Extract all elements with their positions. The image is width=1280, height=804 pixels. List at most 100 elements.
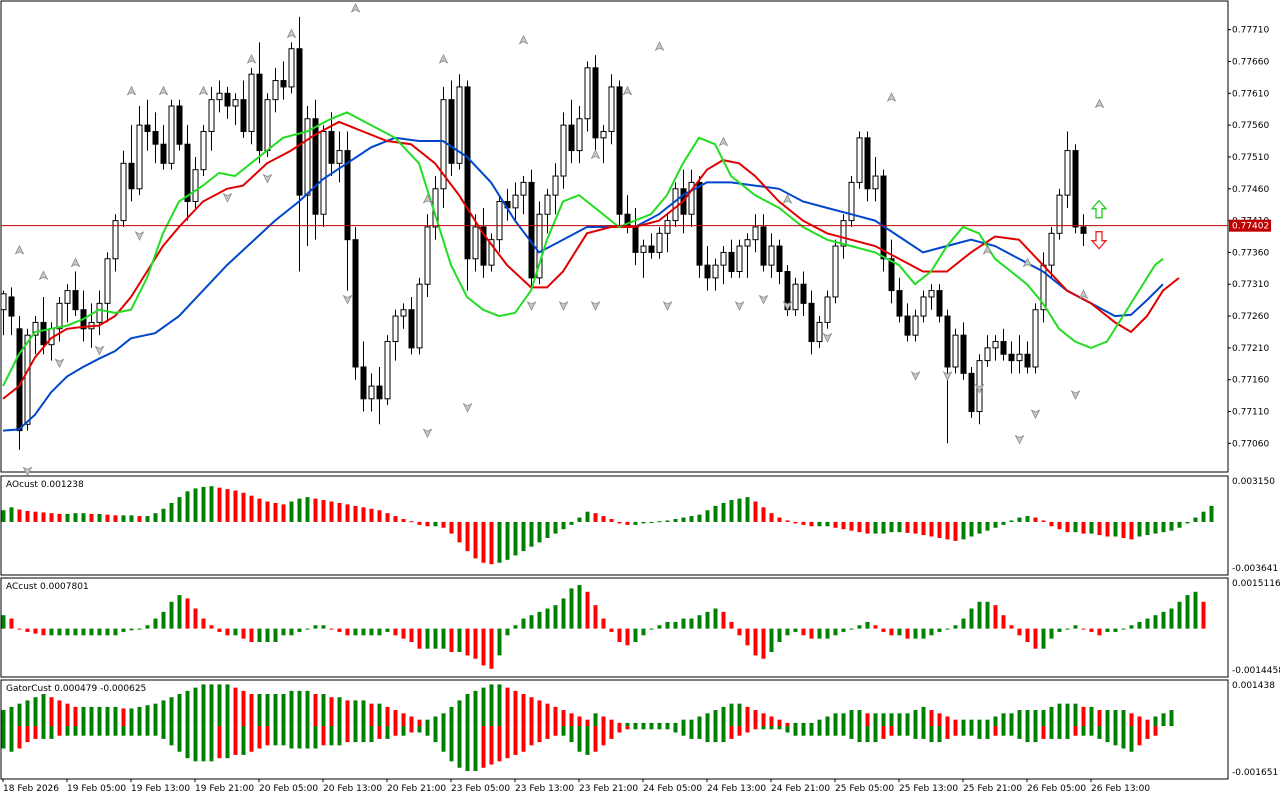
candle (857, 131, 862, 188)
ac-histogram-bar (1042, 629, 1046, 649)
candle-body (553, 176, 558, 195)
ao-histogram-bar (722, 503, 726, 522)
gator-upper-bar (770, 716, 774, 726)
ao-histogram-bar (338, 503, 342, 522)
candle (641, 240, 646, 278)
ao-histogram-bar (954, 522, 958, 541)
candle (825, 291, 830, 329)
ao-histogram-bar (1130, 522, 1134, 539)
gator-lower-bar (426, 726, 430, 736)
ac-histogram-bar (10, 619, 14, 629)
ao-panel-frame (1, 476, 1228, 575)
ac-histogram-bar (882, 629, 886, 632)
ao-histogram-bar (2, 510, 6, 522)
ao-histogram-bar (250, 496, 254, 522)
price-tick-label: 0.77510 (1232, 153, 1269, 163)
gator-upper-bar (106, 707, 110, 726)
gator-upper-bar (618, 723, 622, 726)
ac-histogram-bar (618, 629, 622, 642)
ac-histogram-bar (490, 629, 494, 669)
ac-histogram-bar (554, 605, 558, 628)
ao-histogram-bar (170, 503, 174, 522)
gator-upper-bar (354, 700, 358, 726)
fractal-down-icon (1032, 410, 1040, 418)
ac-histogram-bar (1178, 602, 1182, 629)
gator-upper-bar (474, 691, 478, 726)
gator-upper-bar (186, 691, 190, 726)
candle (361, 342, 366, 412)
candle (465, 81, 470, 291)
gator-upper-bar (722, 707, 726, 726)
gator-lower-bar (570, 726, 574, 742)
ac-histogram-bar (1162, 612, 1166, 629)
ac-histogram-bar (962, 619, 966, 629)
fractal-down-icon (760, 296, 768, 304)
gator-lower-bar (858, 726, 862, 742)
moving-average-line-1 (3, 122, 1179, 399)
candle (769, 233, 774, 278)
gator-lower-bar (386, 726, 390, 739)
gator-upper-bar (506, 688, 510, 726)
ao-histogram-bar (1002, 522, 1006, 525)
ao-histogram-bar (1066, 522, 1070, 532)
ao-histogram-bar (346, 504, 350, 521)
ac-histogram-bar (946, 629, 950, 630)
ac-histogram-bar (714, 609, 718, 629)
gator-lower-bar (394, 726, 398, 736)
fractal-up-icon (160, 87, 168, 95)
ac-histogram-bar (1074, 625, 1078, 628)
candle-body (865, 138, 870, 189)
gator-lower-bar (882, 726, 886, 739)
candle-body (1, 294, 6, 310)
candle (1057, 189, 1062, 240)
ao-histogram-bar (866, 522, 870, 534)
gator-lower-bar (986, 726, 990, 739)
ac-histogram-bar (826, 629, 830, 639)
candle (65, 284, 70, 322)
time-tick-label: 23 Feb 21:00 (579, 784, 638, 794)
candle-body (241, 100, 246, 132)
candle (337, 131, 342, 182)
gator-upper-bar (90, 707, 94, 726)
candle (241, 81, 246, 138)
gator-lower-bar (1130, 726, 1134, 752)
ac-histogram-bar (1098, 629, 1102, 636)
gator-lower-bar (746, 726, 750, 732)
gator-lower-bar (794, 726, 798, 736)
ao-histogram-bar (314, 499, 318, 522)
candle (817, 316, 822, 348)
ao-histogram-bar (1050, 522, 1054, 526)
candle-body (665, 221, 670, 234)
ao-histogram-bar (834, 522, 838, 528)
ac-histogram-bar (602, 619, 606, 629)
ac-histogram-bar (1138, 622, 1142, 629)
fractal-up-icon (520, 36, 528, 44)
ao-histogram-bar (194, 488, 198, 522)
ao-histogram-bar (130, 515, 134, 522)
ao-histogram-bar (50, 513, 54, 522)
ac-histogram-bar (514, 625, 518, 628)
gator-lower-bar (890, 726, 894, 736)
ac-histogram-bar (202, 619, 206, 629)
candle (233, 93, 238, 125)
candle (633, 208, 638, 265)
gator-lower-bar (474, 726, 478, 771)
candle (649, 233, 654, 258)
ac-histogram-bar (162, 612, 166, 629)
fractal-down-icon (264, 175, 272, 183)
ac-histogram-bar (1122, 629, 1126, 630)
candle (569, 100, 574, 164)
ao-histogram-bar (586, 512, 590, 522)
gator-lower-bar (482, 726, 486, 768)
candle-body (737, 246, 742, 271)
fractal-up-icon (1096, 99, 1104, 107)
ao-histogram-bar (938, 522, 942, 538)
gator-upper-bar (562, 710, 566, 726)
ao-histogram-bar (1154, 522, 1158, 534)
gator-lower-bar (770, 726, 774, 729)
gator-lower-bar (202, 726, 206, 761)
gator-lower-bar (818, 726, 822, 736)
